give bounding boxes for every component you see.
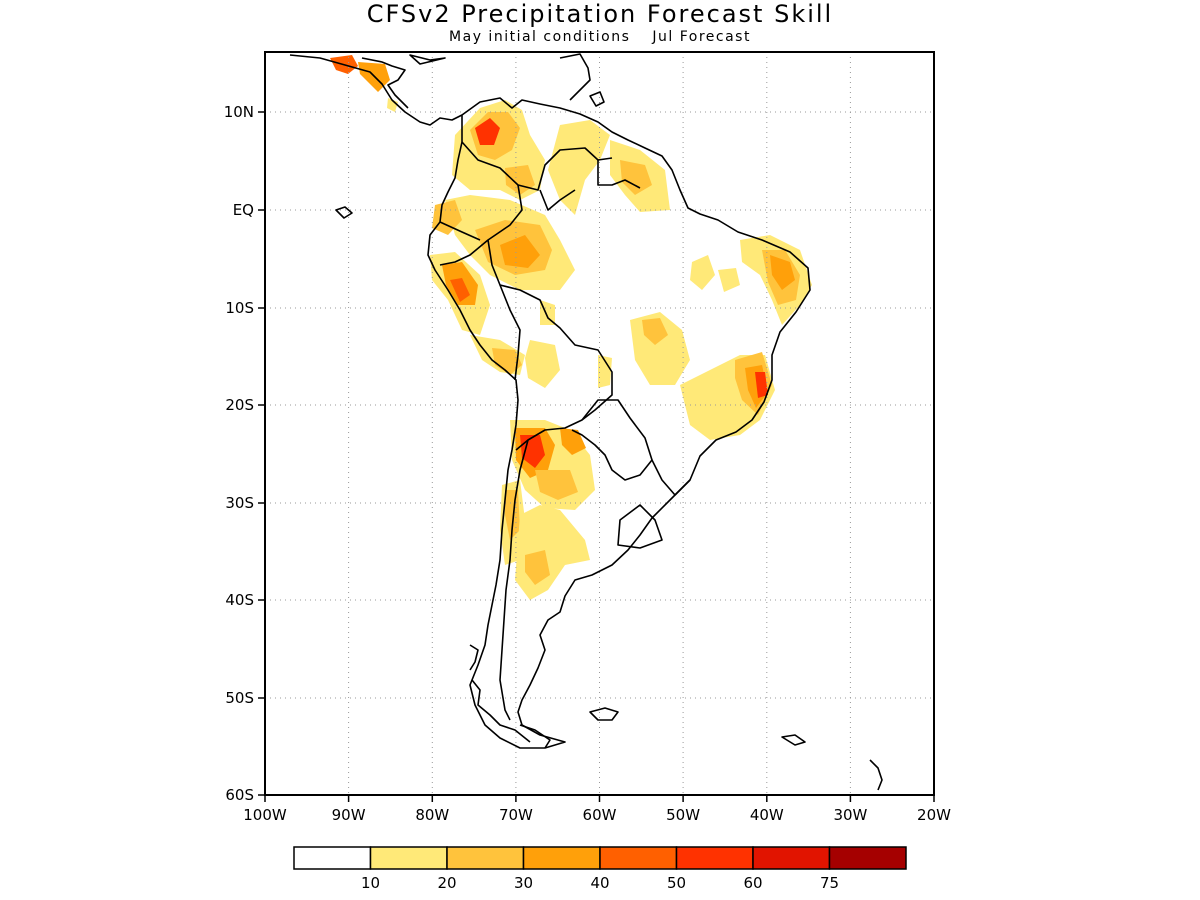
coastlines — [289, 53, 883, 791]
colorbar-swatch — [752, 846, 831, 870]
x-tick-label: 70W — [499, 806, 533, 824]
x-tick-label: 20W — [917, 806, 951, 824]
colorbar: 10 20 30 40 50 60 75 — [293, 846, 907, 892]
colorbar-swatch — [675, 846, 754, 870]
x-tick-label: 30W — [833, 806, 867, 824]
x-tick-label: 80W — [415, 806, 449, 824]
y-tick-label: EQ — [233, 201, 254, 219]
colorbar-swatch — [522, 846, 601, 870]
colorbar-label: 50 — [667, 874, 686, 892]
x-tick-label: 90W — [332, 806, 366, 824]
colorbar-label: 10 — [361, 874, 380, 892]
graticule — [265, 52, 934, 795]
colorbar-label: 20 — [437, 874, 456, 892]
colorbar-label: 75 — [820, 874, 839, 892]
y-tick-label: 40S — [225, 591, 254, 609]
map-frame — [264, 51, 935, 796]
colorbar-swatch — [293, 846, 372, 870]
y-tick-label: 60S — [225, 786, 254, 804]
y-tick-label: 20S — [225, 396, 254, 414]
y-tick-label: 10S — [225, 299, 254, 317]
x-tick-label: 40W — [750, 806, 784, 824]
y-tick-label: 30S — [225, 494, 254, 512]
x-tick-label: 50W — [666, 806, 700, 824]
skill-shading — [330, 55, 812, 600]
colorbar-label: 30 — [514, 874, 533, 892]
x-tick-label: 60W — [583, 806, 617, 824]
initial-conditions-label: May initial conditions — [449, 29, 631, 45]
colorbar-label: 40 — [590, 874, 609, 892]
figure-subtitle: May initial conditions Jul Forecast — [0, 29, 1200, 45]
colorbar-swatch — [599, 846, 678, 870]
colorbar-swatch — [828, 846, 907, 870]
colorbar-label: 60 — [743, 874, 762, 892]
y-tick-label: 10N — [224, 103, 254, 121]
colorbar-swatch — [369, 846, 448, 870]
y-tick-label: 50S — [225, 689, 254, 707]
colorbar-swatch — [446, 846, 525, 870]
x-tick-label: 100W — [243, 806, 287, 824]
forecast-month-label: Jul Forecast — [652, 29, 751, 45]
figure-title: CFSv2 Precipitation Forecast Skill — [366, 0, 834, 28]
